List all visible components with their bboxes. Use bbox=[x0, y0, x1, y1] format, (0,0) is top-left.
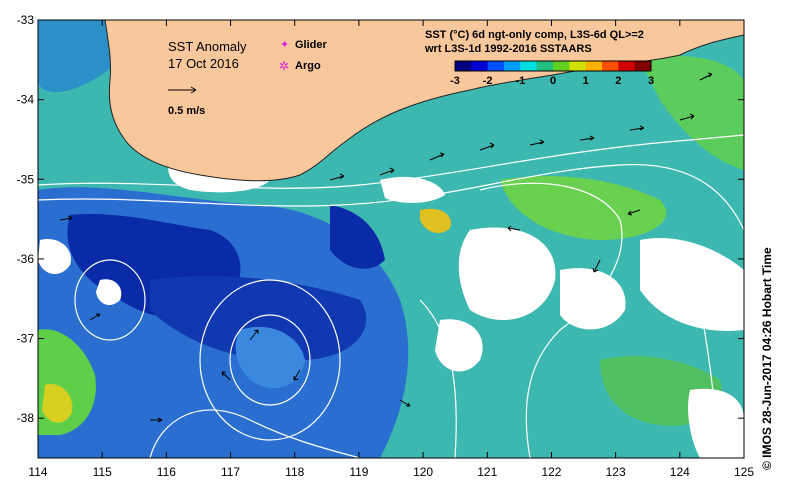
colorbar-swatch bbox=[602, 61, 619, 71]
colorbar-ticks: -3 -2 -1 0 1 2 3 bbox=[450, 75, 654, 87]
glider-label: Glider bbox=[295, 39, 328, 51]
lat-tick-label: -37 bbox=[17, 332, 35, 346]
lat-tick-label: -34 bbox=[17, 93, 35, 107]
lon-tick-label: 117 bbox=[221, 465, 240, 479]
lon-tick-label: 120 bbox=[413, 465, 433, 479]
colorbar-swatch bbox=[504, 61, 521, 71]
lon-tick-label: 116 bbox=[157, 465, 176, 479]
marker-legend: ✦ Glider ✲ Argo bbox=[279, 39, 328, 73]
colorbar-tick-label: 2 bbox=[615, 75, 621, 87]
lon-tick-label: 122 bbox=[541, 465, 561, 479]
latitude-axis: -33-34-35-36-37-38 bbox=[17, 13, 744, 425]
colorbar-tick-label: 3 bbox=[648, 75, 654, 87]
lon-tick-label: 123 bbox=[606, 465, 626, 479]
colorbar-tick-label: 0 bbox=[550, 75, 556, 87]
argo-marker-icon: ✲ bbox=[279, 59, 289, 73]
colorbar-swatch bbox=[455, 61, 472, 71]
lon-tick-label: 115 bbox=[93, 465, 112, 479]
geostrophic-contours bbox=[38, 134, 744, 458]
colorbar-tick-label: -2 bbox=[483, 75, 493, 87]
colorbar-swatch bbox=[585, 61, 603, 71]
colorbar-swatch bbox=[487, 61, 505, 71]
map-date: 17 Oct 2016 bbox=[168, 56, 239, 71]
colorbar-swatches bbox=[455, 61, 652, 71]
colorbar-caption-line2: wrt L3S-1d 1992-2016 SSTAARS bbox=[424, 43, 592, 55]
lon-tick-label: 121 bbox=[477, 465, 497, 479]
colorbar-swatch bbox=[569, 61, 587, 71]
colorbar-swatch bbox=[520, 61, 538, 71]
colorbar-caption-line1: SST (°C) 6d ngt-only comp, L3S-6d QL>=2 bbox=[425, 29, 644, 41]
velocity-scale-label: 0.5 m/s bbox=[168, 105, 205, 117]
colorbar-frame bbox=[454, 60, 652, 72]
lat-tick-label: -38 bbox=[17, 411, 35, 425]
scale-arrow-icon bbox=[168, 86, 197, 94]
colorbar-swatch bbox=[536, 61, 554, 71]
colorbar-swatch bbox=[471, 61, 489, 71]
velocity-vectors bbox=[59, 72, 713, 423]
argo-label: Argo bbox=[295, 60, 321, 72]
lat-tick-label: -33 bbox=[17, 13, 35, 27]
colorbar-swatch bbox=[618, 61, 636, 71]
lat-tick-label: -36 bbox=[17, 252, 35, 266]
lon-tick-label: 118 bbox=[285, 465, 304, 479]
velocity-scale: 0.5 m/s bbox=[168, 86, 205, 117]
longitude-axis: 114 115 116 117 118 119 120 121 122 123 124 125 bbox=[28, 20, 754, 479]
colorbar: SST (°C) 6d ngt-only comp, L3S-6d QL>=2 … bbox=[424, 29, 654, 87]
glider-marker-icon: ✦ bbox=[280, 39, 289, 51]
lat-tick-label: -35 bbox=[17, 172, 35, 186]
credit-text: © IMOS 28-Jun-2017 04:26 Hobart Time bbox=[760, 247, 774, 470]
colorbar-tick-label: -1 bbox=[515, 75, 525, 87]
colorbar-swatch bbox=[553, 61, 570, 71]
colorbar-tick-label: 1 bbox=[583, 75, 589, 87]
colorbar-tick-label: -3 bbox=[450, 75, 460, 87]
lon-tick-label: 124 bbox=[670, 465, 690, 479]
colorbar-swatch bbox=[634, 61, 652, 71]
lon-tick-label: 119 bbox=[349, 465, 368, 479]
map-title: SST Anomaly bbox=[168, 39, 247, 54]
lon-tick-label: 114 bbox=[28, 465, 47, 479]
lon-tick-label: 125 bbox=[734, 465, 754, 479]
plot-frame bbox=[37, 19, 745, 459]
